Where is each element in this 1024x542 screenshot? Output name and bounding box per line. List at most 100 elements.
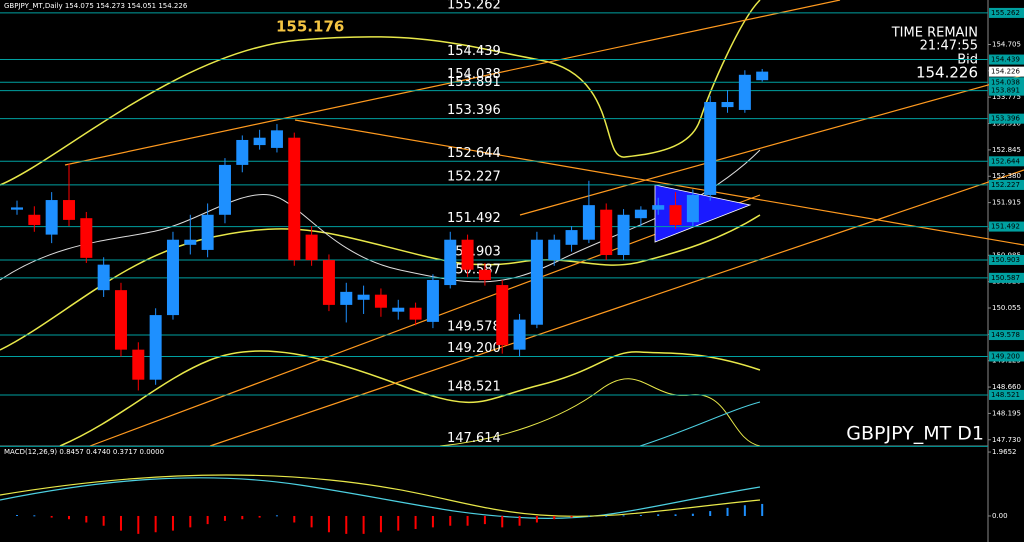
macd-bar xyxy=(449,515,452,526)
macd-bar xyxy=(518,515,521,526)
candle-body xyxy=(97,264,110,291)
candle-body xyxy=(114,290,127,350)
lower-band-2 xyxy=(439,378,761,447)
candle-body xyxy=(392,307,405,312)
macd-bar xyxy=(50,515,53,518)
candle-body xyxy=(548,239,561,261)
candle-body xyxy=(704,102,717,195)
y-tick-label: 152.845 xyxy=(992,146,1021,154)
level-box xyxy=(989,85,1024,96)
macd-bar xyxy=(119,515,122,531)
candle-body xyxy=(62,200,75,220)
y-tick-label: 154.705 xyxy=(992,40,1021,48)
signal-line xyxy=(0,474,761,517)
trendline xyxy=(89,194,761,447)
candle-body xyxy=(288,137,301,261)
candle-body xyxy=(496,285,509,346)
y-tick-label: 147.730 xyxy=(992,436,1021,444)
level-box-label: 148.521 xyxy=(991,391,1020,399)
macd-bar xyxy=(16,514,18,516)
trendline xyxy=(294,119,1024,246)
lower-indicator xyxy=(639,401,761,447)
middle-band xyxy=(0,214,761,351)
y-tick-label: 1.9652 xyxy=(992,448,1017,456)
candle-body xyxy=(305,234,318,261)
candle-body xyxy=(756,71,769,81)
candle-body xyxy=(686,194,699,223)
level-label: 155.262 xyxy=(447,0,501,12)
level-box-label: 151.492 xyxy=(991,223,1020,231)
level-label: 151.492 xyxy=(447,211,501,226)
y-tick-label: 152.380 xyxy=(992,172,1021,180)
candle-body xyxy=(357,294,370,300)
candle-body xyxy=(149,315,162,380)
level-box xyxy=(989,254,1024,265)
candle-body xyxy=(669,205,682,225)
level-box xyxy=(989,389,1024,400)
level-label: 147.614 xyxy=(447,431,501,446)
macd-bar xyxy=(466,515,469,526)
level-label: 154.038 xyxy=(447,67,501,82)
candle-body xyxy=(218,164,231,215)
y-tick-label: 0.00 xyxy=(992,512,1008,520)
level-box-label: 153.396 xyxy=(991,115,1020,123)
macd-bar xyxy=(379,515,382,533)
macd-bar xyxy=(362,515,365,534)
level-label: 152.644 xyxy=(447,146,501,161)
macd-bar xyxy=(726,507,729,516)
macd-bar xyxy=(345,515,348,534)
level-box xyxy=(989,330,1024,341)
level-box-label: 155.262 xyxy=(991,9,1020,17)
bid-box-label: 154.226 xyxy=(991,68,1020,76)
macd-bar xyxy=(691,513,694,516)
candle-body xyxy=(444,239,457,286)
macd-bar xyxy=(535,515,538,523)
candle-body xyxy=(340,291,353,305)
indicators xyxy=(0,0,1024,519)
level-box-label: 150.903 xyxy=(991,256,1020,264)
level-box xyxy=(989,272,1024,283)
macd-bar xyxy=(258,515,261,518)
macd-bar xyxy=(674,514,677,516)
macd-bar xyxy=(483,515,486,525)
trendline xyxy=(519,74,1024,216)
high-label: 155.176 xyxy=(276,18,344,36)
candle-body xyxy=(426,279,439,322)
macd-bar xyxy=(743,505,746,516)
time-remain-label: TIME REMAIN xyxy=(891,26,978,41)
macd-bar xyxy=(431,515,434,528)
macd-bar xyxy=(102,515,105,526)
candle-body xyxy=(513,319,526,350)
level-label: 149.578 xyxy=(447,320,501,335)
macd-bar xyxy=(622,515,625,517)
candle-body xyxy=(184,239,197,245)
triangle-pattern xyxy=(654,184,752,243)
level-box-label: 154.038 xyxy=(991,78,1020,86)
candle-body xyxy=(478,269,491,280)
macd-bar xyxy=(397,515,400,531)
candle-body xyxy=(600,209,613,256)
level-box xyxy=(989,7,1024,18)
y-tick-label: 153.775 xyxy=(992,93,1021,101)
macd-bar xyxy=(223,515,226,521)
macd-bar xyxy=(414,515,417,529)
level-label: 148.521 xyxy=(447,379,501,394)
time-remain: 21:47:55 xyxy=(920,39,978,54)
level-label: 153.396 xyxy=(447,103,501,118)
candle-body xyxy=(582,205,595,240)
macd-bar xyxy=(639,514,642,516)
level-box-label: 149.578 xyxy=(991,331,1020,339)
chart-title: GBPJPY_MT,Daily 154.075 154.273 154.051 … xyxy=(4,2,188,10)
macd-bar xyxy=(137,515,140,534)
level-box-label: 149.200 xyxy=(991,352,1020,360)
candle-body xyxy=(11,207,23,210)
y-tick-label: 148.195 xyxy=(992,409,1021,417)
candle-body xyxy=(374,294,387,308)
candle-body xyxy=(28,214,41,225)
level-label: 152.227 xyxy=(447,169,501,184)
candle-body xyxy=(461,239,474,270)
candle-body xyxy=(80,218,93,258)
macd-bar xyxy=(85,515,88,523)
level-box-label: 154.439 xyxy=(991,56,1020,64)
candle-body xyxy=(738,74,751,110)
